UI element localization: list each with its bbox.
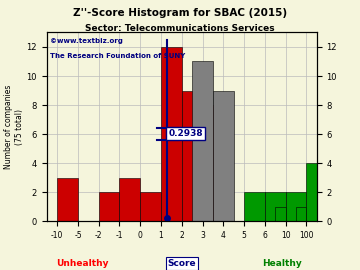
Bar bbox=[285, 192, 306, 221]
Bar bbox=[327, 178, 348, 221]
Bar bbox=[265, 192, 285, 221]
Bar bbox=[120, 178, 140, 221]
Text: Healthy: Healthy bbox=[262, 259, 302, 268]
Text: Score: Score bbox=[167, 259, 196, 268]
Bar bbox=[161, 47, 182, 221]
Bar bbox=[306, 163, 327, 221]
Text: Z''-Score Histogram for SBAC (2015): Z''-Score Histogram for SBAC (2015) bbox=[73, 8, 287, 18]
Bar bbox=[213, 90, 234, 221]
Bar bbox=[57, 178, 78, 221]
Bar bbox=[296, 207, 306, 221]
Bar bbox=[244, 192, 265, 221]
Bar bbox=[99, 192, 120, 221]
Bar bbox=[182, 90, 203, 221]
Text: ©www.textbiz.org: ©www.textbiz.org bbox=[50, 38, 122, 44]
Text: The Research Foundation of SUNY: The Research Foundation of SUNY bbox=[50, 53, 185, 59]
Y-axis label: Number of companies
(75 total): Number of companies (75 total) bbox=[4, 85, 24, 169]
Bar bbox=[192, 62, 213, 221]
Bar bbox=[348, 207, 358, 221]
Text: Unhealthy: Unhealthy bbox=[56, 259, 108, 268]
Bar bbox=[140, 192, 161, 221]
Text: 0.2938: 0.2938 bbox=[168, 129, 203, 138]
Bar bbox=[203, 105, 223, 221]
Bar bbox=[275, 207, 285, 221]
Text: Sector: Telecommunications Services: Sector: Telecommunications Services bbox=[85, 24, 275, 33]
